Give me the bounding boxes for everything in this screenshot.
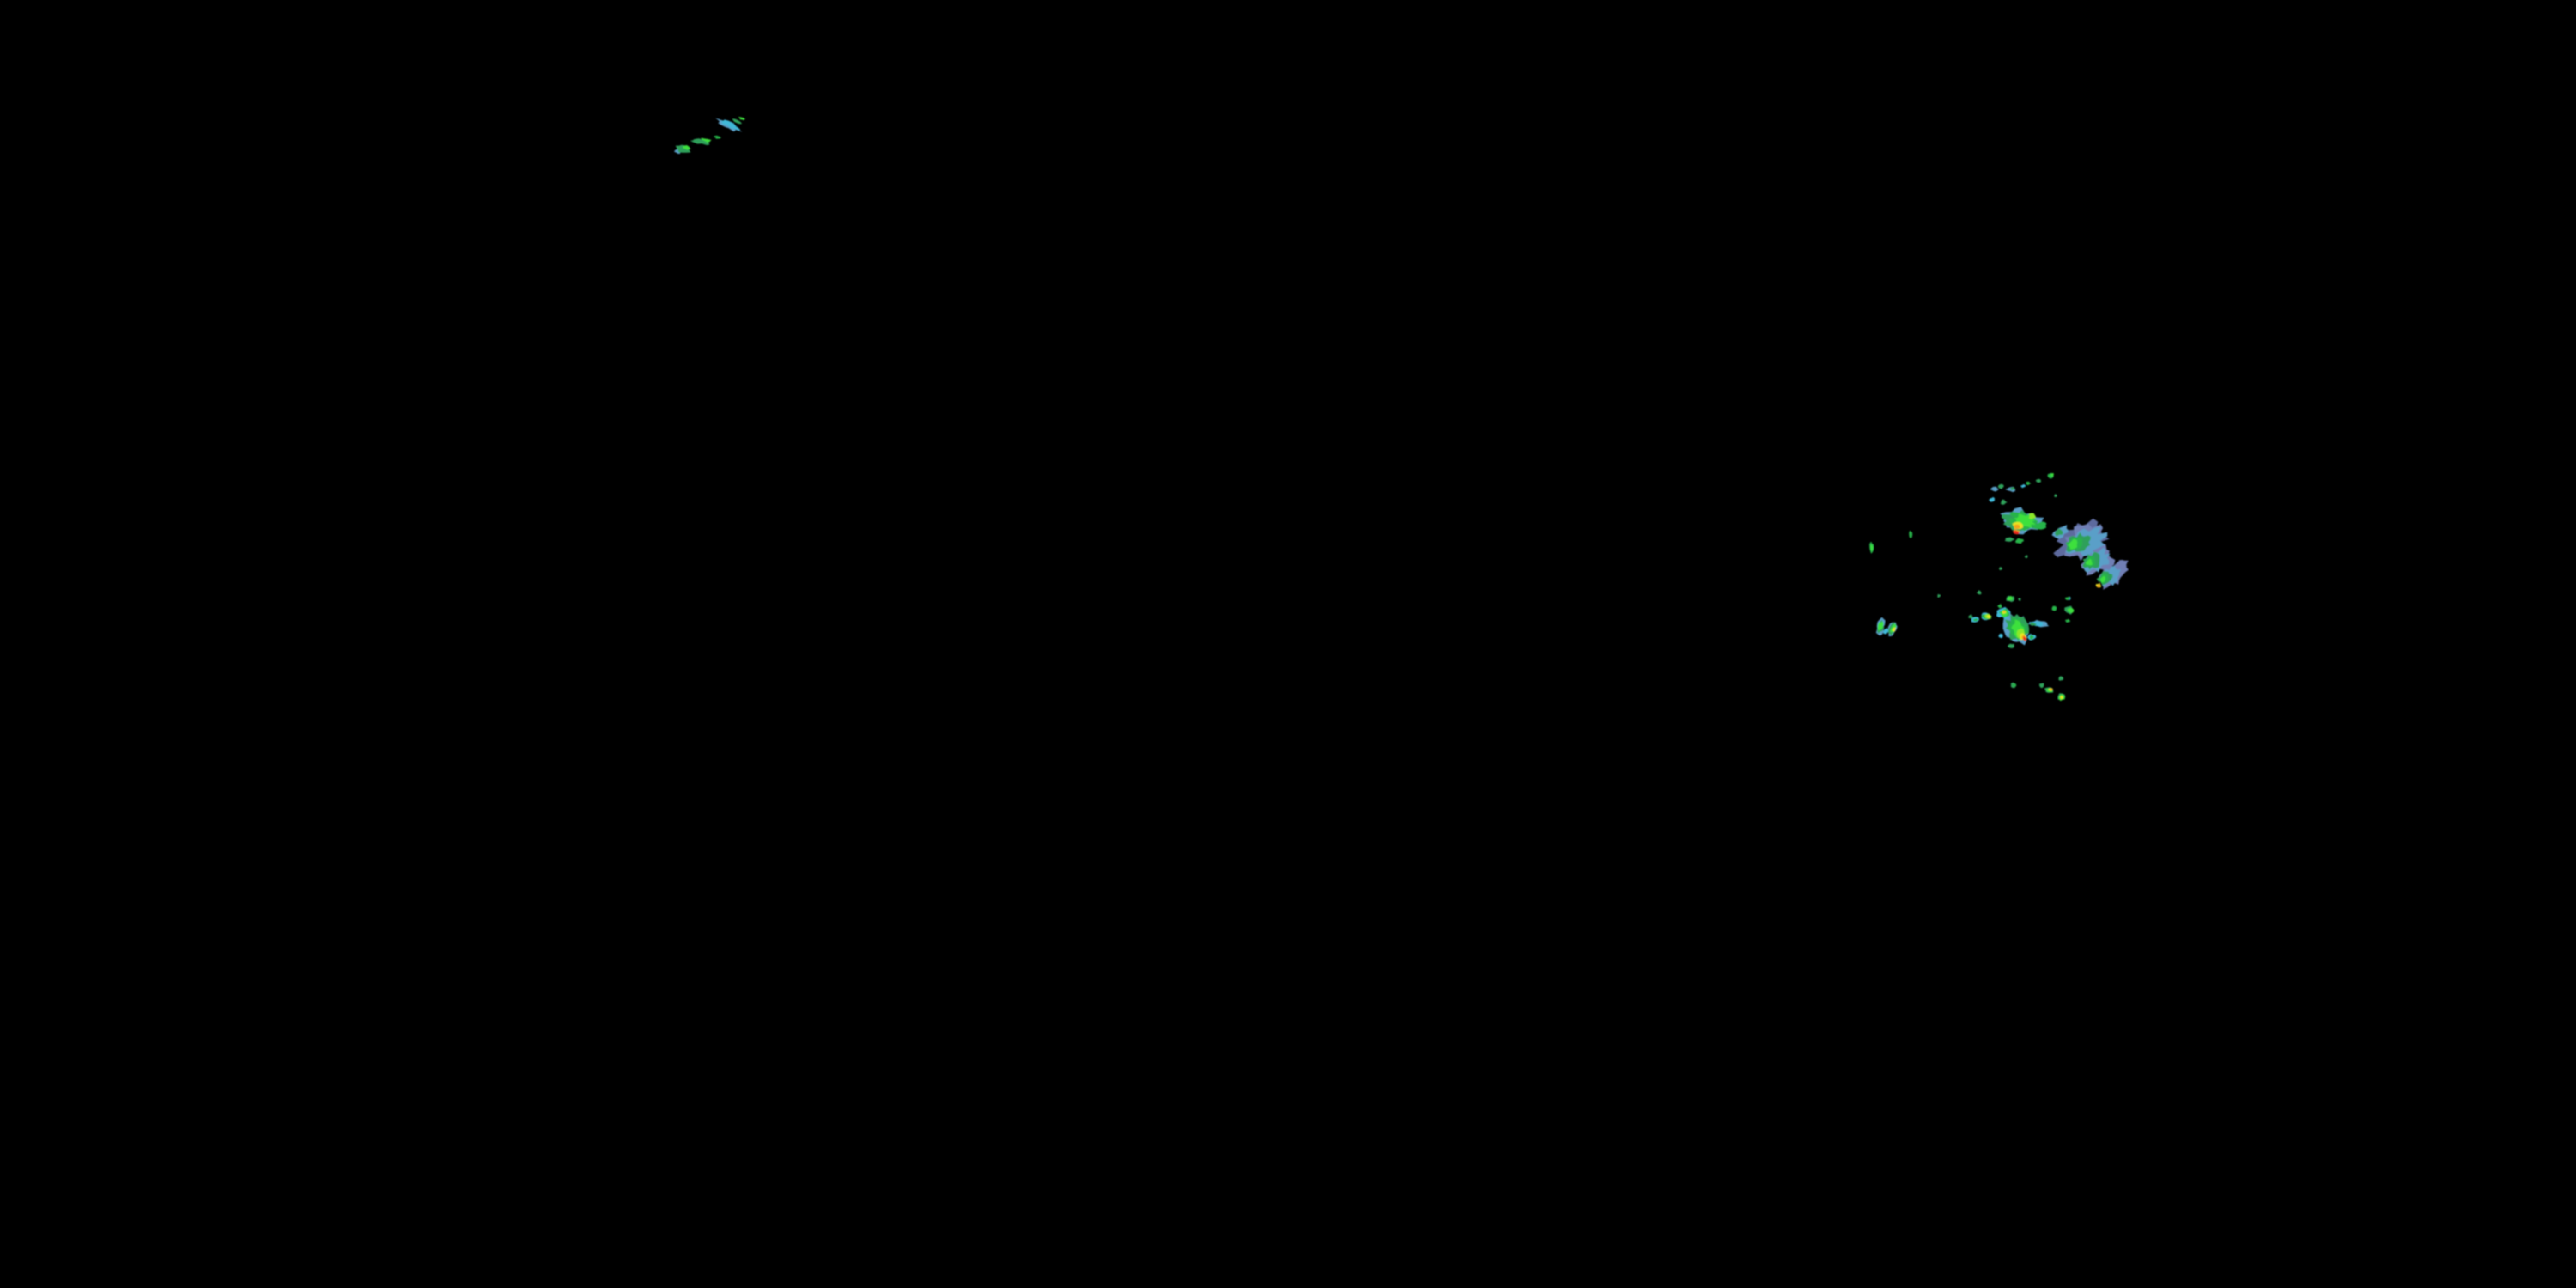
radar-echo (713, 135, 721, 139)
radar-echo (2065, 597, 2069, 601)
radar-echo (1870, 544, 1874, 551)
radar-echo (1877, 621, 1884, 631)
radar-echo (2067, 607, 2075, 614)
radar-echo (2020, 483, 2026, 489)
radar-echo (1937, 593, 1941, 598)
radar-echo (1972, 618, 1978, 622)
radar-echo (1986, 615, 1991, 619)
radar-echo (2002, 611, 2006, 612)
radar-echo (720, 119, 741, 131)
radar-echo (2038, 683, 2044, 689)
radar-echo (732, 118, 742, 125)
radar-echo (2100, 575, 2105, 583)
radar-echo (1989, 496, 1995, 502)
radar-echo (701, 137, 712, 143)
radar-echo (1909, 530, 1913, 538)
radar-echo (2050, 688, 2054, 690)
radar-echo (1977, 590, 1982, 595)
radar-echo (2000, 499, 2008, 505)
radar-echo (2060, 696, 2063, 700)
radar-echo (1883, 628, 1889, 635)
radar-echo (2035, 478, 2041, 483)
radar-echo (2007, 643, 2014, 648)
radar-echo (2012, 683, 2017, 687)
radar-echo (2028, 513, 2036, 519)
radar-echo (2014, 524, 2020, 529)
radar-echo (2018, 598, 2021, 601)
radar-echo (1997, 483, 2004, 489)
radar-echo (2015, 538, 2024, 544)
radar-echo (2007, 595, 2013, 601)
radar-echo (2085, 558, 2093, 566)
radar-echo (738, 117, 745, 121)
radar-echo (2004, 537, 2015, 542)
radar-echo (2024, 555, 2028, 558)
radar-echo (1998, 633, 2003, 639)
radar-echo (2055, 528, 2063, 537)
radar-echo (2026, 481, 2032, 486)
radar-echo (2097, 584, 2100, 588)
radar-echo (2050, 472, 2054, 477)
radar-echo (2051, 605, 2057, 611)
radar-echo (2023, 636, 2027, 642)
radar-echo (683, 144, 691, 150)
radar-echo (1892, 627, 1896, 632)
radar-echo (2065, 618, 2071, 623)
radar-echo (2030, 622, 2037, 626)
radar-echo (1997, 603, 2002, 609)
radar-echo (1999, 567, 2002, 571)
radar-echo (2054, 494, 2057, 498)
radar-echo (1968, 614, 1973, 619)
radar-echo (2058, 676, 2064, 681)
radar-echo (2009, 486, 2016, 491)
radar-echo (2029, 635, 2035, 640)
radar-echo-layer (674, 117, 2129, 702)
radar-echo (2036, 521, 2047, 530)
radar-echo (2068, 538, 2078, 550)
radar-echo (2013, 530, 2020, 535)
radar-echo (1990, 486, 1999, 492)
